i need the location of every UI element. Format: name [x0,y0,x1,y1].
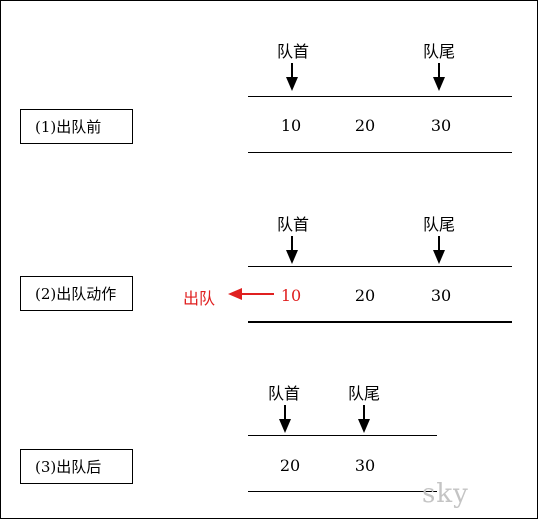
step-3-top-line [248,435,437,436]
step-2-label: (2)出队动作 [35,285,117,303]
step-3-value: 20 [279,456,301,475]
dequeue-label: 出队 [183,289,216,308]
step-2-head-label: 队首 [277,215,310,234]
step-1-bottom-line [248,152,512,153]
dequeue-arrow-icon [228,288,274,300]
step-3-head-arrow-icon [279,405,291,433]
step-3-tail-label: 队尾 [348,384,381,403]
step-2-bottom-line [248,321,512,323]
step-2-label-box: (2)出队动作 [20,276,133,311]
step-1-label: (1)出队前 [35,118,102,136]
step-2-tail-label: 队尾 [423,215,456,234]
step-1-value: 10 [280,116,302,135]
step-3-value: 30 [354,456,376,475]
step-3-tail-arrow-icon [358,405,370,433]
step-2-tail-arrow-icon [433,236,445,264]
step-2-top-line [248,266,512,267]
step-2-head-arrow-icon [286,236,298,264]
step-2-value: 20 [354,286,376,305]
step-1-value: 20 [354,116,376,135]
step-1-head-arrow-icon [286,63,298,91]
step-3-bottom-line [248,491,437,492]
step-1-label-box: (1)出队前 [20,109,133,144]
step-1-value: 30 [430,116,452,135]
step-1-tail-arrow-icon [433,63,445,91]
step-1-head-label: 队首 [277,42,310,61]
step-2-value-dequeued: 10 [280,286,302,305]
step-1-tail-label: 队尾 [423,42,456,61]
step-1-top-line [248,96,512,97]
step-3-label-box: (3)出队后 [20,449,133,484]
step-2-value: 30 [430,286,452,305]
watermark-text: sky [422,479,469,509]
step-3-label: (3)出队后 [35,458,102,476]
step-3-head-label: 队首 [268,384,301,403]
